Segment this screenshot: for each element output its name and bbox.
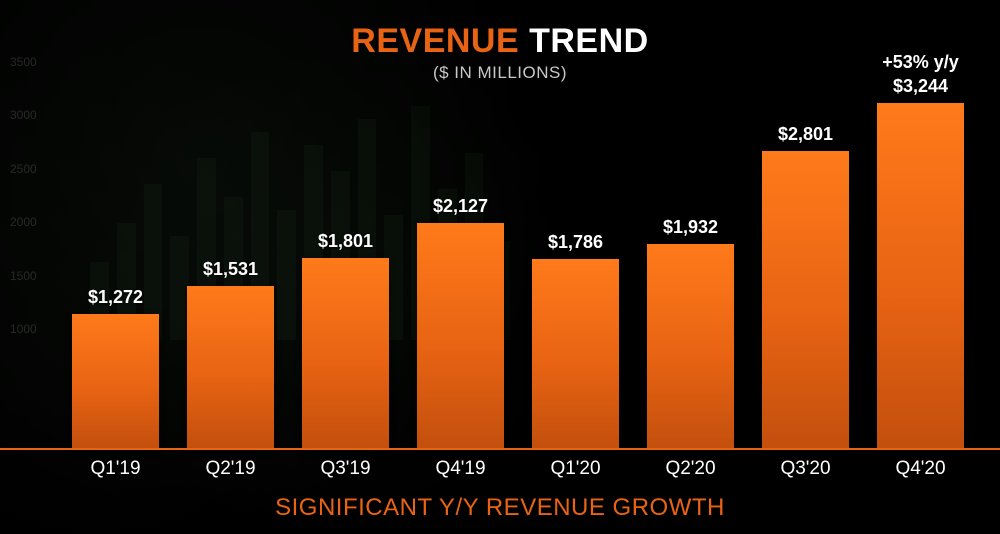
bar-rect <box>877 103 964 450</box>
bar-slot: $1,786 <box>518 76 633 450</box>
footer-caption: SIGNIFICANT Y/Y REVENUE GROWTH <box>0 494 1000 522</box>
x-axis-label: Q3'19 <box>288 458 403 480</box>
bar-rect <box>647 244 734 450</box>
y-tick-label: 2500 <box>10 162 37 176</box>
bar-slot: $1,801 <box>288 76 403 450</box>
bar-value-label: $1,801 <box>318 231 373 252</box>
y-tick-label: 3000 <box>10 108 37 122</box>
bar-value-label: $1,786 <box>548 232 603 253</box>
bar-slot: $1,272 <box>58 76 173 450</box>
title-accent-word: REVENUE <box>351 22 519 60</box>
bars-row: $1,272 $1,531 $1,801 $2,127 $1,786 $1,932 $2,8… <box>58 76 978 450</box>
bar-rect <box>187 286 274 450</box>
bar-value-label: $2,127 <box>433 196 488 217</box>
x-axis-label: Q2'19 <box>173 458 288 480</box>
bar-value-label: $3,244 <box>893 76 948 97</box>
x-axis-label: Q1'20 <box>518 458 633 480</box>
title-rest-word: TREND <box>529 22 649 60</box>
bar-value-label: $1,932 <box>663 217 718 238</box>
x-axis-label: Q4'20 <box>863 458 978 480</box>
x-axis-labels: Q1'19Q2'19Q3'19Q4'19Q1'20Q2'20Q3'20Q4'20 <box>58 458 978 480</box>
bar-rect <box>417 223 504 450</box>
bar-rect <box>302 258 389 450</box>
x-axis-baseline <box>0 448 1000 450</box>
chart-area: $1,272 $1,531 $1,801 $2,127 $1,786 $1,932 $2,8… <box>58 76 978 450</box>
bar-rect <box>532 259 619 450</box>
bar-slot: $1,932 <box>633 76 748 450</box>
bar-slot: $2,127 <box>403 76 518 450</box>
growth-badge: +53% y/y <box>863 52 978 73</box>
bar-value-label: $2,801 <box>778 124 833 145</box>
slide: REVENUE TREND ($ IN MILLIONS) 1000 1500 20… <box>0 0 1000 534</box>
bar-value-label: $1,531 <box>203 259 258 280</box>
bar-rect <box>72 314 159 450</box>
y-tick-label: 3500 <box>10 55 37 69</box>
chart-title: REVENUE TREND <box>0 22 1000 61</box>
bar-slot: +53% y/y$3,244 <box>863 76 978 450</box>
y-axis: 100015002000250030003500 <box>0 76 48 450</box>
x-axis-label: Q1'19 <box>58 458 173 480</box>
bar-slot: $2,801 <box>748 76 863 450</box>
x-axis-label: Q3'20 <box>748 458 863 480</box>
bar-rect <box>762 151 849 450</box>
bar-value-label: $1,272 <box>88 287 143 308</box>
y-tick-label: 1000 <box>10 322 37 336</box>
y-tick-label: 2000 <box>10 215 37 229</box>
x-axis-label: Q4'19 <box>403 458 518 480</box>
bar-slot: $1,531 <box>173 76 288 450</box>
title-block: REVENUE TREND ($ IN MILLIONS) <box>0 22 1000 83</box>
x-axis-label: Q2'20 <box>633 458 748 480</box>
y-tick-label: 1500 <box>10 269 37 283</box>
